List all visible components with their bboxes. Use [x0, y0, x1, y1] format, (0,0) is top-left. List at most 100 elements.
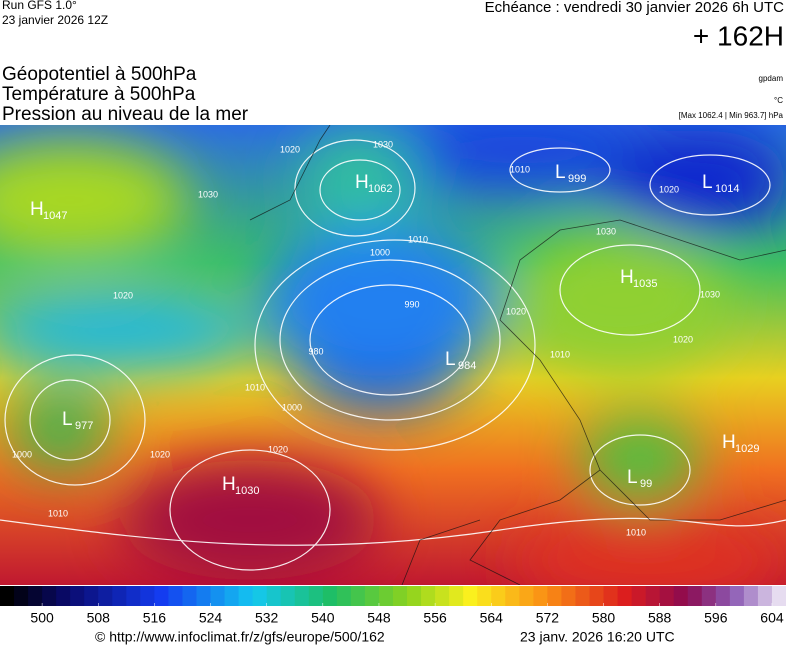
center-letter: L	[555, 162, 566, 183]
colorbar-swatch	[238, 586, 254, 606]
colorbar-swatch	[687, 586, 703, 606]
lead-time: + 162H	[693, 20, 784, 51]
colorbar-swatch	[308, 586, 324, 606]
colorbar-swatch	[336, 586, 352, 606]
colorbar-swatch	[463, 586, 478, 606]
unit: gpdam	[759, 74, 784, 83]
isobar-label: 1000	[12, 449, 32, 459]
colorbar-swatch	[589, 586, 605, 606]
colorbar-swatch	[757, 586, 773, 606]
isobar-label: 980	[308, 346, 323, 356]
colorbar-swatch	[701, 586, 717, 606]
colorbar-swatch	[575, 586, 590, 606]
colorbar-swatch	[533, 586, 548, 606]
isobar-label: 1010	[245, 382, 265, 392]
center-value: 999	[568, 173, 586, 185]
colorbar-swatch	[435, 586, 450, 606]
colorbar-swatch	[603, 586, 619, 606]
colorbar-swatch	[477, 586, 492, 606]
colorbar-swatch	[378, 586, 394, 606]
colorbar-swatch	[617, 586, 633, 606]
isobar-label: 1020	[673, 334, 693, 344]
center-value: 1047	[43, 210, 67, 222]
colorbar-swatch	[70, 586, 85, 606]
colorbar-label: 572	[536, 610, 560, 626]
center-letter: H	[222, 474, 236, 495]
colorbar-swatch	[393, 586, 408, 606]
isobar-label: 1000	[370, 247, 390, 257]
center-letter: H	[722, 432, 736, 453]
colorbar-swatch	[491, 586, 506, 606]
isobar-label: 1020	[150, 449, 170, 459]
colorbar-swatch	[659, 586, 675, 606]
colorbar-swatch	[715, 586, 731, 606]
source: © http://www.infoclimat.fr/z/gfs/europe/…	[95, 629, 385, 645]
center-letter: H	[620, 267, 634, 288]
colorbar-swatch	[519, 586, 534, 606]
colorbar-label: 556	[423, 610, 447, 626]
isobar-label: 1030	[700, 289, 720, 299]
isobar-label: 1030	[198, 189, 218, 199]
colorbar-swatch	[98, 586, 113, 606]
colorbar-label: 500	[30, 610, 54, 626]
center-letter: L	[445, 349, 456, 370]
center-value: 977	[75, 420, 93, 432]
center-letter: H	[355, 172, 369, 193]
colorbar-swatch	[729, 586, 745, 606]
isobar-label: 1020	[113, 290, 133, 300]
colorbar-label: 604	[760, 610, 784, 626]
colorbar-label: 564	[480, 610, 504, 626]
colorbar-swatch	[673, 586, 689, 606]
isobar-label: 1010	[48, 508, 68, 518]
center-letter: L	[627, 467, 638, 488]
center-value: 99	[640, 478, 652, 490]
isobar-label: 1000	[282, 402, 302, 412]
colorbar-label: 540	[311, 610, 335, 626]
colorbar-swatch	[126, 586, 141, 606]
colorbar-swatch	[210, 586, 226, 606]
colorbar-label: 580	[592, 610, 616, 626]
colorbar-swatch	[561, 586, 576, 606]
field-name: Géopotentiel à 500hPa	[2, 64, 197, 85]
isobar-label: 1030	[373, 139, 393, 149]
colorbar-label: 548	[367, 610, 391, 626]
colorbar-swatch	[196, 586, 212, 606]
colorbar-swatch	[56, 586, 71, 606]
center-value: 1014	[715, 183, 739, 195]
isobar-label: 1030	[596, 226, 616, 236]
colorbar-label: 524	[199, 610, 223, 626]
isobar-label: 1010	[550, 349, 570, 359]
center-letter: L	[62, 409, 73, 430]
isobar-label: 1020	[280, 144, 300, 154]
colorbar-swatch	[294, 586, 310, 606]
colorbar-swatch	[505, 586, 520, 606]
colorbar-swatch	[421, 586, 436, 606]
colorbar-swatch	[42, 586, 57, 606]
colorbar-swatch	[154, 586, 169, 606]
colorbar-swatch	[743, 586, 759, 606]
colorbar-swatch	[112, 586, 127, 606]
colorbar-swatch	[280, 586, 296, 606]
colorbar-label: 596	[704, 610, 728, 626]
colorbar-swatch	[449, 586, 464, 606]
colorbar-swatch	[322, 586, 338, 606]
colorbar-swatch	[182, 586, 197, 606]
isobar-label: 1010	[510, 164, 530, 174]
generated-time: 23 janv. 2026 16:20 UTC	[520, 629, 675, 645]
colorbar-swatch	[14, 586, 29, 606]
colorbar-swatch	[140, 586, 155, 606]
colorbar-swatch	[645, 586, 661, 606]
colorbar-swatch	[631, 586, 647, 606]
isobar-label: 1020	[268, 444, 288, 454]
center-letter: H	[30, 199, 44, 220]
isobar-label: 990	[404, 299, 419, 309]
colorbar-swatch	[350, 586, 366, 606]
colorbar-swatch	[266, 586, 282, 606]
colorbar-label: 532	[255, 610, 279, 626]
colorbar-swatch	[28, 586, 43, 606]
field-name: Pression au niveau de la mer	[2, 104, 249, 125]
center-value: 1035	[633, 278, 657, 290]
colorbar-swatch	[0, 586, 15, 606]
colorbar-swatch	[364, 586, 380, 606]
